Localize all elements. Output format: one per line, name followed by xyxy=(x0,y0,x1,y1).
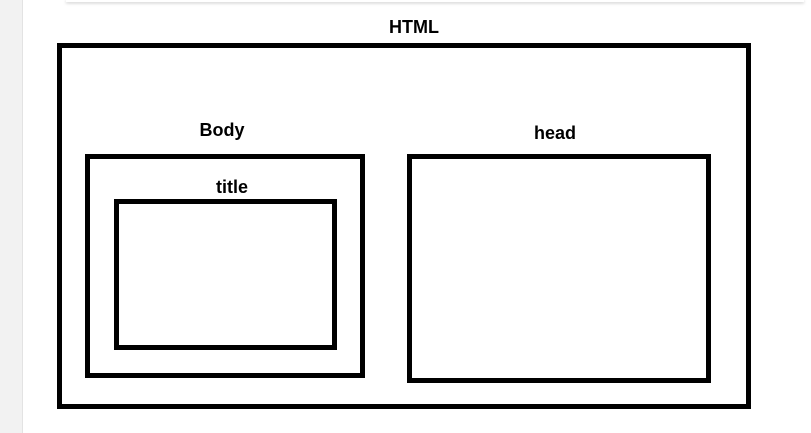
head-box xyxy=(407,154,711,383)
document-margin xyxy=(0,0,23,433)
title-label: title xyxy=(215,177,248,197)
head-label: head xyxy=(533,123,576,143)
body-label: Body xyxy=(199,120,245,140)
html-box xyxy=(57,43,751,409)
title-box xyxy=(114,199,337,350)
body-box xyxy=(85,154,365,378)
html-label: HTML xyxy=(389,17,439,37)
page-edge xyxy=(66,0,804,2)
